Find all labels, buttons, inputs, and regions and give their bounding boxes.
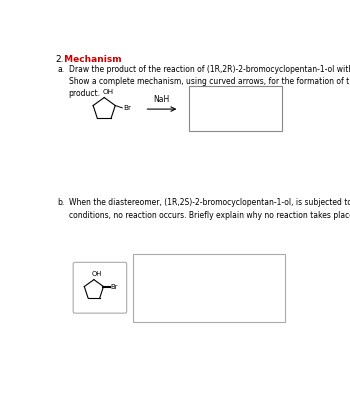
Text: a.: a. (58, 65, 65, 74)
Text: b.: b. (58, 198, 65, 208)
Text: 2.: 2. (55, 55, 64, 64)
Bar (189, 86, 282, 131)
Text: Br: Br (111, 283, 118, 290)
Text: Mechanism: Mechanism (61, 55, 121, 64)
Text: NaH: NaH (153, 95, 170, 105)
Text: OH: OH (92, 271, 102, 277)
Text: OH: OH (103, 89, 114, 95)
Text: Draw the product of the reaction of (1R,2R)-2-bromocyclopentan-1-ol with NaH.
Sh: Draw the product of the reaction of (1R,… (69, 65, 350, 98)
Bar (133, 254, 285, 322)
FancyBboxPatch shape (73, 262, 127, 313)
Text: When the diastereomer, (1R,2S)-2-bromocyclopentan-1-ol, is subjected to these
co: When the diastereomer, (1R,2S)-2-bromocy… (69, 198, 350, 220)
Text: Br: Br (123, 105, 131, 111)
